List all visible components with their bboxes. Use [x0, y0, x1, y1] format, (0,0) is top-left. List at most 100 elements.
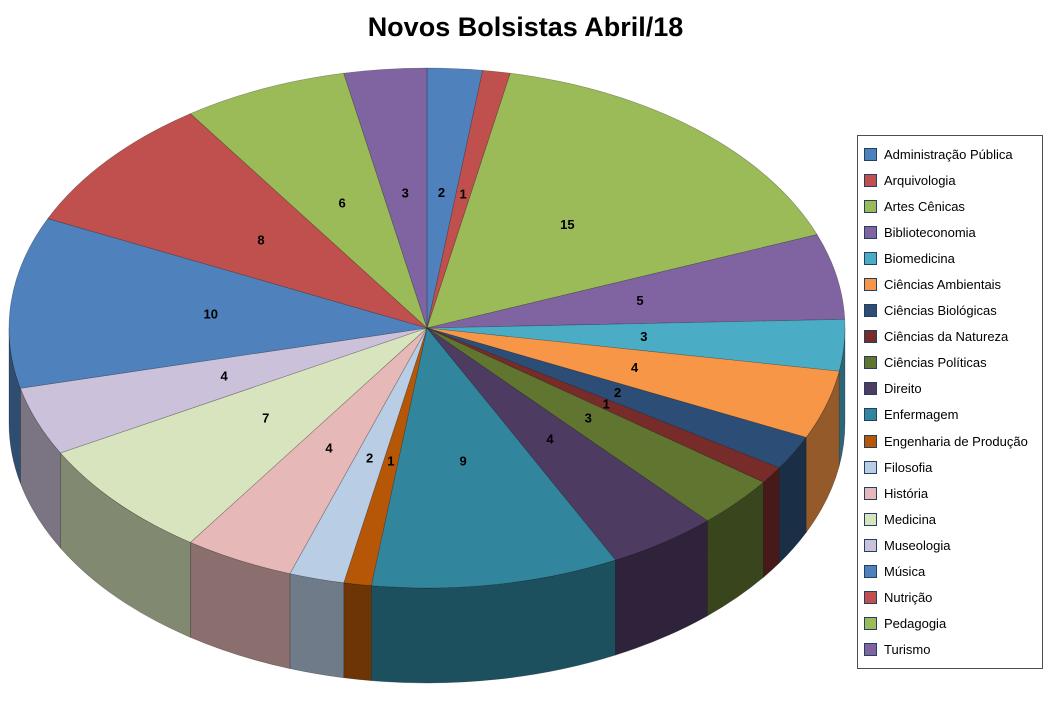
legend-swatch	[864, 251, 877, 265]
legend-swatch	[864, 199, 877, 213]
legend-label: Artes Cênicas	[884, 198, 965, 214]
pie-slice-value-label-16: 10	[203, 306, 217, 321]
legend-swatch	[864, 486, 877, 500]
pie-slice-side-11	[343, 582, 372, 682]
pie-slice-value-label-18: 6	[339, 196, 346, 211]
legend-swatch	[864, 356, 877, 370]
legend-label: Ciências Ambientais	[884, 277, 1002, 293]
pie-slice-value-label-2: 15	[560, 217, 574, 232]
legend-label: História	[884, 485, 929, 501]
legend-label: Enfermagem	[884, 407, 959, 423]
legend-swatch	[864, 460, 877, 474]
pie-slice-4	[426, 319, 846, 372]
legend-label: Engenharia de Produção	[884, 433, 1028, 449]
legend-item-12: Filosofia	[864, 454, 1036, 480]
legend-item-4: Biomedicina	[864, 245, 1036, 271]
legend-label: Ciências Biológicas	[884, 303, 997, 319]
legend-swatch	[864, 643, 877, 657]
pie-slice-value-label-0: 2	[438, 185, 445, 200]
legend-item-7: Ciências da Natureza	[864, 324, 1036, 350]
legend-swatch	[864, 173, 877, 187]
pie-slice-value-label-12: 2	[366, 450, 373, 465]
legend-label: Arquivologia	[884, 172, 956, 188]
pie-slice-16	[8, 218, 428, 389]
pie-slice-15	[19, 327, 428, 454]
legend-swatch	[864, 147, 877, 161]
legend-label: Nutrição	[884, 590, 933, 606]
legend-item-11: Engenharia de Produção	[864, 428, 1036, 454]
pie-slice-10	[370, 327, 617, 589]
pie-slice-value-label-6: 2	[614, 385, 621, 400]
legend-swatch	[864, 565, 877, 579]
pie-slice-value-label-4: 3	[640, 329, 647, 344]
legend-swatch	[864, 330, 877, 344]
legend-item-1: Arquivologia	[864, 167, 1036, 193]
legend-label: Biblioteconomia	[884, 224, 976, 240]
legend-label: Medicina	[884, 511, 937, 527]
legend-item-10: Enfermagem	[864, 402, 1036, 428]
pie-slice-value-label-10: 9	[460, 453, 467, 468]
pie-slice-0	[426, 67, 484, 329]
pie-slice-value-label-3: 5	[636, 293, 643, 308]
pie-slice-value-label-13: 4	[325, 441, 333, 456]
legend-item-6: Ciências Biológicas	[864, 298, 1036, 324]
legend-item-15: Museologia	[864, 532, 1036, 558]
legend-label: Direito	[884, 381, 922, 397]
pie-slice-7	[426, 327, 780, 483]
pie-slice-11	[343, 327, 428, 587]
legend-swatch	[864, 617, 877, 631]
legend-item-14: Medicina	[864, 506, 1036, 532]
pie-slice-value-label-17: 8	[257, 233, 264, 248]
legend-item-2: Artes Cênicas	[864, 193, 1036, 219]
pie-slice-17	[47, 113, 428, 329]
legend-item-16: Música	[864, 559, 1036, 585]
legend-swatch	[864, 408, 877, 422]
legend-swatch	[864, 538, 877, 552]
pie-slice-value-label-11: 1	[387, 453, 394, 468]
legend-swatch	[864, 434, 877, 448]
pie-slice-12	[289, 327, 428, 584]
pie-slice-19	[343, 67, 428, 329]
legend-label: Ciências Políticas	[884, 355, 987, 371]
legend-item-18: Pedagogia	[864, 611, 1036, 637]
pie-slice-side-12	[289, 573, 345, 679]
pie-slice-value-label-7: 1	[603, 397, 610, 412]
legend-label: Turismo	[884, 642, 931, 658]
legend-label: Pedagogia	[884, 616, 947, 632]
pie-slice-value-label-15: 4	[221, 369, 229, 384]
legend-swatch	[864, 591, 877, 605]
pie-slice-value-label-9: 4	[546, 431, 554, 446]
legend-item-0: Administração Pública	[864, 141, 1036, 167]
legend-item-13: História	[864, 480, 1036, 506]
legend-swatch	[864, 304, 877, 318]
legend-label: Administração Pública	[884, 146, 1013, 162]
legend-swatch	[864, 225, 877, 239]
legend-item-8: Ciências Políticas	[864, 350, 1036, 376]
pie-slice-3	[426, 234, 846, 329]
pie-slice-9	[426, 327, 708, 561]
pie-slice-8	[426, 327, 765, 522]
legend-label: Ciências da Natureza	[884, 329, 1009, 345]
pie-slice-value-label-1: 1	[460, 187, 467, 202]
legend-item-19: Turismo	[864, 637, 1036, 663]
pie-slice-value-label-5: 4	[631, 360, 639, 375]
chart-legend: Administração Pública Arquivologia Artes C…	[857, 135, 1043, 669]
pie-slice-1	[426, 69, 511, 329]
legend-label: Filosofia	[884, 459, 933, 475]
chart-title: Novos Bolsistas Abril/18	[367, 12, 684, 42]
legend-label: Biomedicina	[884, 250, 955, 266]
pie-slice-value-label-19: 3	[402, 185, 409, 200]
legend-swatch	[864, 382, 877, 396]
pie-slice-14	[59, 327, 428, 543]
legend-item-5: Ciências Ambientais	[864, 271, 1036, 297]
pie-slice-value-label-8: 3	[585, 411, 592, 426]
pie-slice-value-label-14: 7	[262, 411, 269, 426]
pie-slice-6	[426, 327, 807, 469]
pie-slice-side-7	[763, 467, 780, 578]
legend-item-9: Direito	[864, 376, 1036, 402]
pie-slice-18	[189, 72, 428, 329]
pie-slice-2	[426, 72, 818, 329]
legend-swatch	[864, 278, 877, 292]
